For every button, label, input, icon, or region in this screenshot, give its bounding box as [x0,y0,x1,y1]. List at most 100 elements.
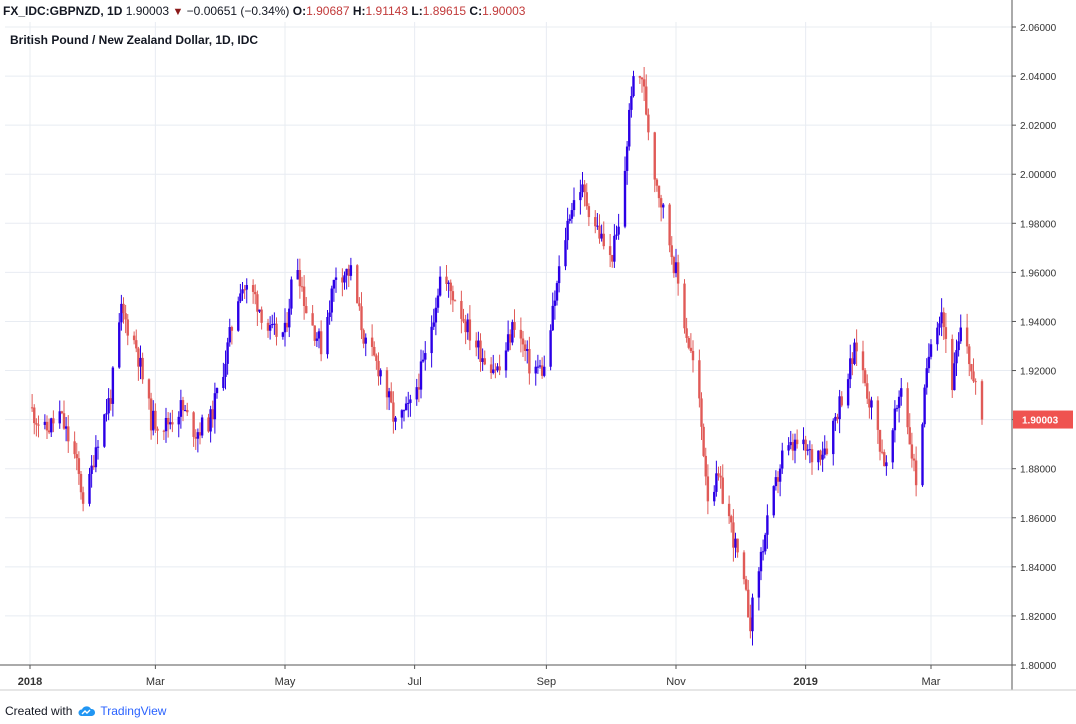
candle-body [772,486,775,516]
candle-body [585,192,588,207]
candle-body [855,342,858,352]
candle-body [326,317,329,355]
candle-body [526,348,529,351]
candle-body [885,462,888,467]
candle-body [385,370,389,398]
candle-body [730,516,733,523]
candle-body [332,279,336,289]
symbol-name[interactable]: FX_IDC:GBPNZD, [3,4,104,18]
candle-body [311,313,314,326]
candle-body [528,348,531,374]
candle-body [364,337,367,344]
candle-body [706,476,710,502]
candle-body [638,76,642,78]
candle-body [120,303,123,323]
candle-body [895,407,899,409]
candle-body [417,387,421,390]
candle-body [789,442,792,446]
candle-body [572,200,576,211]
candle-body [319,331,323,355]
candle-body [315,338,319,341]
candle-body [713,491,716,502]
candle-body [687,338,690,348]
tradingview-brand[interactable]: TradingView [100,704,167,718]
candle-body [77,458,81,474]
candle-body [492,369,495,373]
candle-body [866,383,869,399]
candle-body [475,340,478,348]
candle-body [107,398,110,414]
candle-body [927,356,931,369]
candle-body [594,217,597,227]
candle-body [536,366,540,368]
x-tick-label: Mar [146,676,165,688]
candle-body [421,359,425,362]
candle-body [655,179,659,186]
candle-body [402,410,406,412]
candle-body [625,146,629,171]
candle-body [198,432,202,436]
candle-body [37,424,40,426]
candle-body [288,308,291,328]
candle-body [447,282,450,284]
candle-body [370,337,374,347]
candle-body [965,327,969,347]
candle-body [43,421,47,425]
candle-body [451,291,455,301]
candle-body [972,371,975,382]
candle-body [521,338,525,345]
candle-body [700,398,703,427]
candle-body [436,295,440,308]
x-tick-label: Jul [408,676,422,688]
interval[interactable]: 1D [107,4,123,18]
candle-body [118,322,121,368]
candle-body [804,439,807,451]
candle-body [568,218,571,221]
candle-body [432,322,435,327]
candle-body [498,366,501,371]
candle-body [273,323,276,325]
candle-body [793,439,797,451]
candle-body [141,357,144,380]
candle-body [283,322,287,333]
candle-body [683,283,686,329]
candle-body [802,439,805,445]
candle-body [409,399,412,403]
candle-body [50,418,53,433]
candle-body [481,358,484,362]
candle-body [974,381,977,383]
candle-body [147,379,151,399]
candle-body [870,400,873,408]
candle-body [211,409,214,420]
candle-body [534,366,537,374]
candle-body [239,293,242,302]
candle-body [152,410,155,431]
candle-body [81,492,85,504]
candle-body [846,379,850,406]
candle-body [285,322,289,328]
candle-body [126,319,129,336]
candle-body [169,422,172,425]
candle-body [613,235,616,262]
candle-body [171,422,174,425]
candle-body [90,465,93,474]
candle-body [345,268,348,276]
candle-body [970,364,973,372]
candle-body [387,391,391,398]
candle-body [732,522,735,548]
candle-body [691,350,695,361]
y-tick-label: 1.82000 [1020,612,1057,623]
candle-body [462,318,465,322]
candle-body [742,552,746,580]
open-label: O: [292,4,307,18]
candle-body [776,477,780,482]
candle-body [139,357,142,367]
candle-body [968,346,971,365]
candle-body [583,184,586,193]
close-label: C: [469,4,483,18]
candle-body [96,446,100,448]
candle-body [836,416,839,420]
y-tick-label: 1.88000 [1020,465,1057,476]
candle-body [343,275,346,283]
